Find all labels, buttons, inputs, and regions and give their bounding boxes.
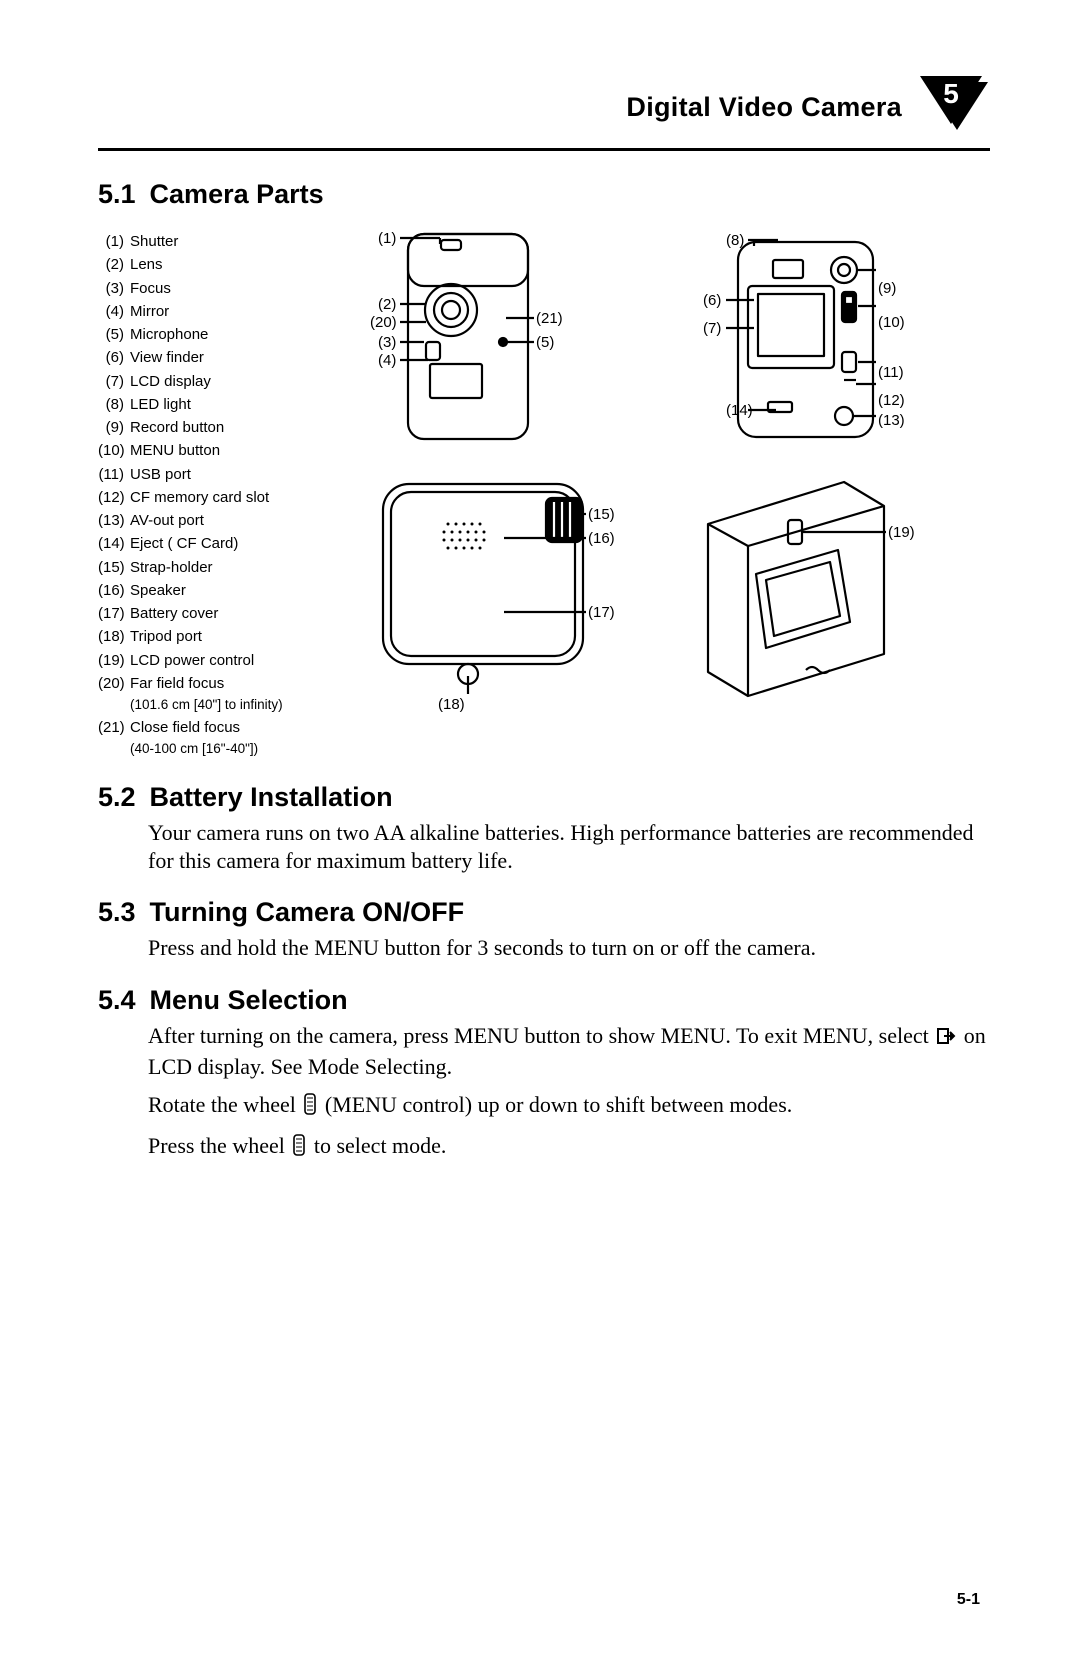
parts-diagrams: (1) (2)(20) (3)(4) (21) (5) (8) (6) (7) (9) (10) (… bbox=[308, 224, 990, 744]
legend-row: (7)LCD display bbox=[98, 370, 298, 393]
callout-label: (15) bbox=[588, 506, 615, 523]
callout-label: (6) bbox=[703, 292, 721, 309]
section-5-3-body: Press and hold the MENU button for 3 sec… bbox=[148, 934, 990, 962]
section-5-4-p2: Rotate the wheel (MENU control) up or do… bbox=[148, 1091, 990, 1122]
section-5-2-heading: 5.2Battery Installation bbox=[98, 782, 990, 813]
chapter-chevron: 5 bbox=[920, 76, 990, 138]
legend-row: (12)CF memory card slot bbox=[98, 486, 298, 509]
callout-label: (8) bbox=[726, 232, 744, 249]
legend-row: (9)Record button bbox=[98, 416, 298, 439]
callout-label: (14) bbox=[726, 402, 753, 419]
callout-label: (19) bbox=[888, 524, 915, 541]
camera-parts-figure: (1)Shutter(2)Lens(3)Focus(4)Mirror(5)Mic… bbox=[98, 224, 990, 760]
section-5-2-body: Your camera runs on two AA alkaline batt… bbox=[148, 819, 990, 875]
legend-row: (2)Lens bbox=[98, 253, 298, 276]
diagram-front bbox=[400, 234, 534, 439]
section-5-4-p3: Press the wheel to select mode. bbox=[148, 1132, 990, 1163]
legend-row: (21)Close field focus bbox=[98, 716, 298, 739]
diagram-open bbox=[708, 482, 886, 696]
diagram-side bbox=[383, 484, 586, 694]
legend-row: (17)Battery cover bbox=[98, 602, 298, 625]
legend-row: (14)Eject ( CF Card) bbox=[98, 532, 298, 555]
callout-label: (11) bbox=[878, 364, 904, 381]
legend-row: (11)USB port bbox=[98, 463, 298, 486]
section-5-4-heading: 5.4Menu Selection bbox=[98, 985, 990, 1016]
callout-label: (9) bbox=[878, 280, 896, 297]
callout-label: (1) bbox=[378, 230, 396, 247]
legend-row: (13)AV-out port bbox=[98, 509, 298, 532]
legend-subtext: (101.6 cm [40"] to infinity) bbox=[98, 695, 298, 716]
parts-legend: (1)Shutter(2)Lens(3)Focus(4)Mirror(5)Mic… bbox=[98, 224, 298, 760]
callout-label: (20) bbox=[370, 314, 397, 331]
legend-row: (16)Speaker bbox=[98, 579, 298, 602]
callout-label: (5) bbox=[536, 334, 554, 351]
legend-row: (8)LED light bbox=[98, 393, 298, 416]
callout-label: (7) bbox=[703, 320, 721, 337]
exit-icon bbox=[936, 1025, 956, 1053]
callout-label: (17) bbox=[588, 604, 615, 621]
section-5-1-heading: 5.1Camera Parts bbox=[98, 179, 990, 210]
callout-label: (18) bbox=[438, 696, 465, 713]
legend-row: (4)Mirror bbox=[98, 300, 298, 323]
legend-row: (6)View finder bbox=[98, 346, 298, 369]
callout-label: (4) bbox=[378, 352, 396, 369]
chapter-number: 5 bbox=[920, 78, 982, 110]
legend-row: (15)Strap-holder bbox=[98, 556, 298, 579]
chapter-header: Digital Video Camera 5 bbox=[98, 76, 990, 138]
legend-row: (3)Focus bbox=[98, 277, 298, 300]
section-5-4-p1: After turning on the camera, press MENU … bbox=[148, 1022, 990, 1081]
callout-label: (2) bbox=[378, 296, 396, 313]
section-5-3-heading: 5.3Turning Camera ON/OFF bbox=[98, 897, 990, 928]
diagram-svg bbox=[308, 224, 948, 744]
wheel-icon bbox=[303, 1093, 317, 1122]
callout-label: (16) bbox=[588, 530, 615, 547]
callout-label: (13) bbox=[878, 412, 905, 429]
legend-subtext: (40-100 cm [16"-40"]) bbox=[98, 739, 298, 760]
legend-row: (19)LCD power control bbox=[98, 649, 298, 672]
callout-label: (10) bbox=[878, 314, 905, 331]
legend-row: (10)MENU button bbox=[98, 439, 298, 462]
callout-label: (3) bbox=[378, 334, 396, 351]
legend-row: (1)Shutter bbox=[98, 230, 298, 253]
header-rule bbox=[98, 148, 990, 151]
legend-row: (20)Far field focus bbox=[98, 672, 298, 695]
page-number: 5-1 bbox=[957, 1591, 980, 1609]
callout-label: (12) bbox=[878, 392, 905, 409]
legend-row: (18)Tripod port bbox=[98, 625, 298, 648]
callout-label: (21) bbox=[536, 310, 563, 327]
chapter-title: Digital Video Camera bbox=[626, 92, 902, 123]
wheel-icon bbox=[292, 1134, 306, 1163]
legend-row: (5)Microphone bbox=[98, 323, 298, 346]
